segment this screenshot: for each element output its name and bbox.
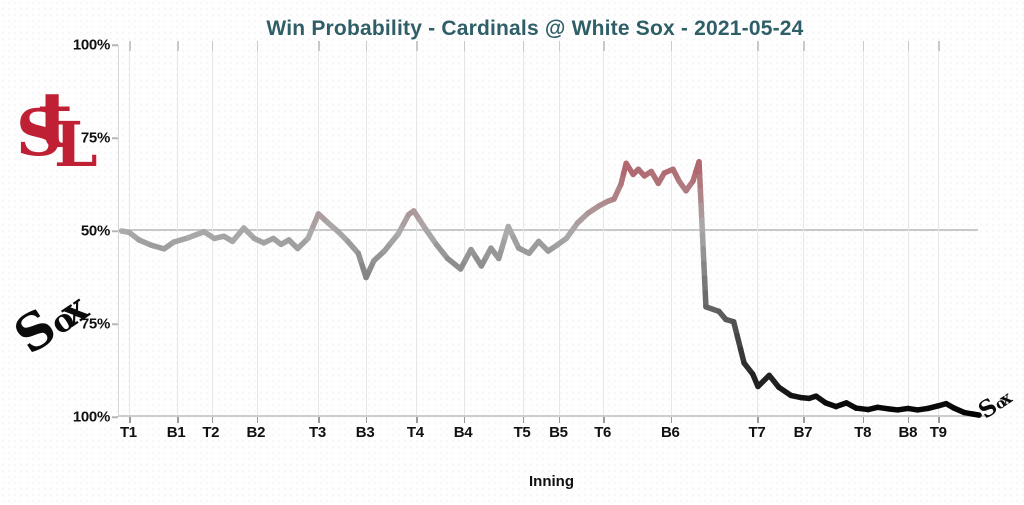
bottom-tick-B7 (803, 417, 805, 423)
top-tick-B6 (670, 41, 673, 51)
y-tick-label-25: 75% (80, 315, 110, 333)
y-tick-label-0: 100% (72, 408, 110, 426)
top-tick-B5 (558, 41, 561, 51)
bottom-tick-B3 (365, 417, 368, 423)
bottom-tick-T3 (318, 417, 320, 423)
x-axis-labels: T1 B1 T2 B2 T3 B3 T4 B4 T5 B5 T6 B6 T7 B7 T8 B8 T9 (118, 424, 985, 444)
gridline-T9 (938, 45, 940, 415)
y-tick-25 (112, 323, 118, 325)
gridline-T4 (416, 45, 418, 415)
gridline-B3 (365, 45, 367, 415)
bottom-tick-B1 (177, 417, 179, 423)
y-tick-50 (112, 230, 118, 232)
x-tick-label-T3: T3 (308, 424, 326, 441)
bottom-tick-T6 (603, 417, 605, 423)
gridline-T7 (757, 45, 759, 415)
top-tick-T3 (318, 41, 320, 51)
y-tick-100 (112, 44, 118, 46)
x-tick-label-T8: T8 (854, 424, 872, 441)
y-axis-labels: 100% 75% 50% 75% 100% (0, 37, 118, 426)
cardinals-logo-letter: S (16, 96, 63, 171)
x-tick-label-T1: T1 (119, 424, 137, 441)
gridline-B4 (463, 45, 465, 415)
y-tick-0 (112, 416, 118, 418)
x-tick-label-T7: T7 (748, 424, 766, 441)
plot-area (118, 41, 985, 423)
winprob-line (118, 159, 982, 418)
top-tick-T2 (211, 41, 214, 51)
bottom-tick-B8 (907, 417, 910, 423)
cardinals-logo-letter: L (54, 108, 98, 181)
gridline-B1 (177, 45, 179, 415)
x-tick-label-T2: T2 (202, 424, 220, 441)
y-tick-label-50: 50% (80, 222, 110, 240)
top-tick-T8 (862, 41, 865, 51)
x-axis-title: Inning (529, 473, 574, 490)
bottom-tick-T4 (416, 417, 418, 423)
x-tick-label-B1: B1 (166, 424, 186, 441)
gridline-B2 (256, 45, 258, 415)
top-tick-T1 (129, 41, 131, 51)
x-tick-label-B8: B8 (898, 424, 918, 441)
top-tick-T9 (938, 41, 940, 51)
top-tick-B8 (907, 41, 910, 51)
gridline-B7 (803, 45, 805, 415)
bottom-tick-B2 (256, 417, 259, 423)
gridline-T6 (603, 45, 605, 415)
x-tick-label-T5: T5 (513, 424, 531, 441)
x-tick-label-B6: B6 (660, 424, 680, 441)
x-tick-label-B2: B2 (246, 424, 266, 441)
cardinals-logo-letter: t (38, 75, 74, 164)
bottom-tick-T9 (938, 417, 940, 423)
top-tick-B7 (803, 41, 805, 51)
y-tick-75 (112, 137, 118, 139)
gridline-T2 (211, 45, 213, 415)
gridline-B6 (670, 45, 672, 415)
y-tick-label-100: 100% (72, 36, 110, 54)
fifty-percent-line (119, 229, 979, 231)
gridline-T8 (862, 45, 864, 415)
top-tick-B3 (365, 41, 368, 51)
x-tick-label-B5: B5 (549, 424, 568, 441)
top-tick-B4 (463, 41, 466, 51)
bottom-tick-T2 (211, 417, 214, 423)
x-tick-label-B4: B4 (453, 424, 473, 441)
y-tick-label-75: 75% (80, 129, 110, 147)
bottom-tick-T1 (129, 417, 131, 423)
top-tick-T7 (757, 41, 759, 51)
chart-title: Win Probability - Cardinals @ White Sox … (266, 17, 804, 40)
bottom-tick-B5 (558, 417, 561, 423)
x-tick-label-T4: T4 (406, 424, 424, 441)
bottom-tick-B6 (670, 417, 673, 423)
top-tick-B2 (256, 41, 259, 51)
gridline-B5 (558, 45, 560, 415)
bottom-tick-T7 (757, 417, 759, 423)
gridline-T3 (318, 45, 320, 415)
cardinals-logo: S t L (16, 82, 102, 192)
top-tick-T4 (416, 41, 418, 51)
x-tick-label-T6: T6 (594, 424, 612, 441)
bottom-tick-B4 (463, 417, 466, 423)
x-tick-label-B3: B3 (355, 424, 375, 441)
top-tick-B1 (177, 41, 179, 51)
bottom-tick-T8 (862, 417, 865, 423)
top-tick-T6 (603, 41, 605, 51)
whitesox-logo-line-end: Sox (973, 387, 1015, 424)
bottom-tick-T5 (522, 417, 525, 423)
gridline-T5 (522, 45, 524, 415)
top-tick-T5 (522, 41, 525, 51)
x-tick-label-T9: T9 (929, 424, 947, 441)
x-tick-label-B7: B7 (793, 424, 813, 441)
gridline-B8 (907, 45, 909, 415)
